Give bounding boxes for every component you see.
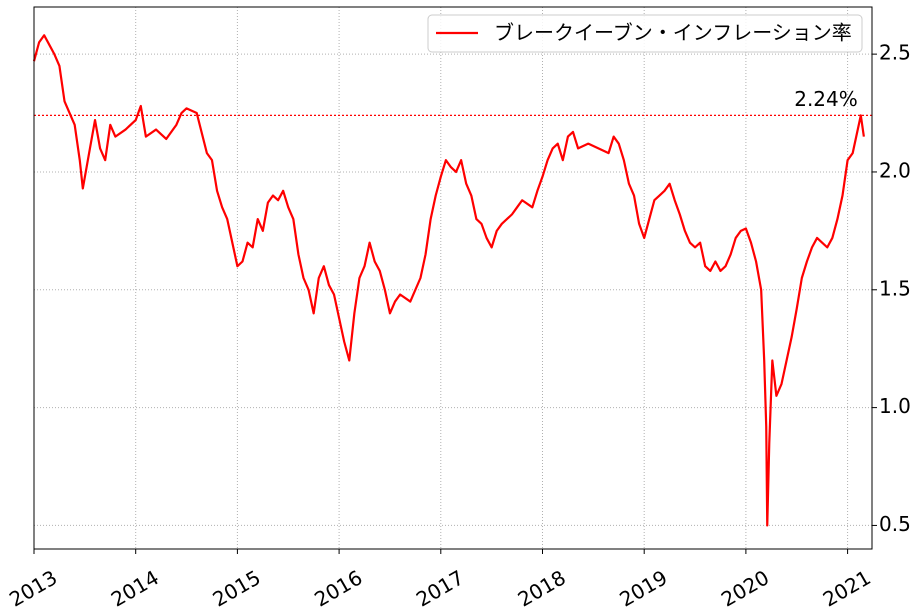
- x-tick-label: 2018: [514, 565, 570, 607]
- legend-label: ブレークイーブン・インフレーション率: [494, 21, 852, 45]
- x-tick-label: 2020: [717, 565, 773, 607]
- legend-box: [427, 14, 863, 53]
- y-tick-label: 2.0: [879, 158, 911, 182]
- x-tick-label: 2015: [209, 565, 265, 607]
- x-tick-label: 2014: [107, 565, 163, 607]
- x-tick-label: 2016: [310, 565, 366, 607]
- y-tick-label: 1.0: [879, 394, 911, 418]
- y-tick-label: 0.5: [879, 512, 911, 536]
- x-tick-label: 2017: [412, 565, 468, 607]
- x-tick-label: 2013: [5, 565, 61, 607]
- y-tick-label: 2.5: [879, 41, 911, 65]
- x-tick-label: 2019: [615, 565, 671, 607]
- annotation: 2.24%: [794, 87, 858, 111]
- y-tick-label: 1.5: [879, 276, 911, 300]
- data-line: [32, 34, 865, 527]
- x-tick-label: 2021: [819, 565, 875, 607]
- plot-frame: [33, 6, 873, 550]
